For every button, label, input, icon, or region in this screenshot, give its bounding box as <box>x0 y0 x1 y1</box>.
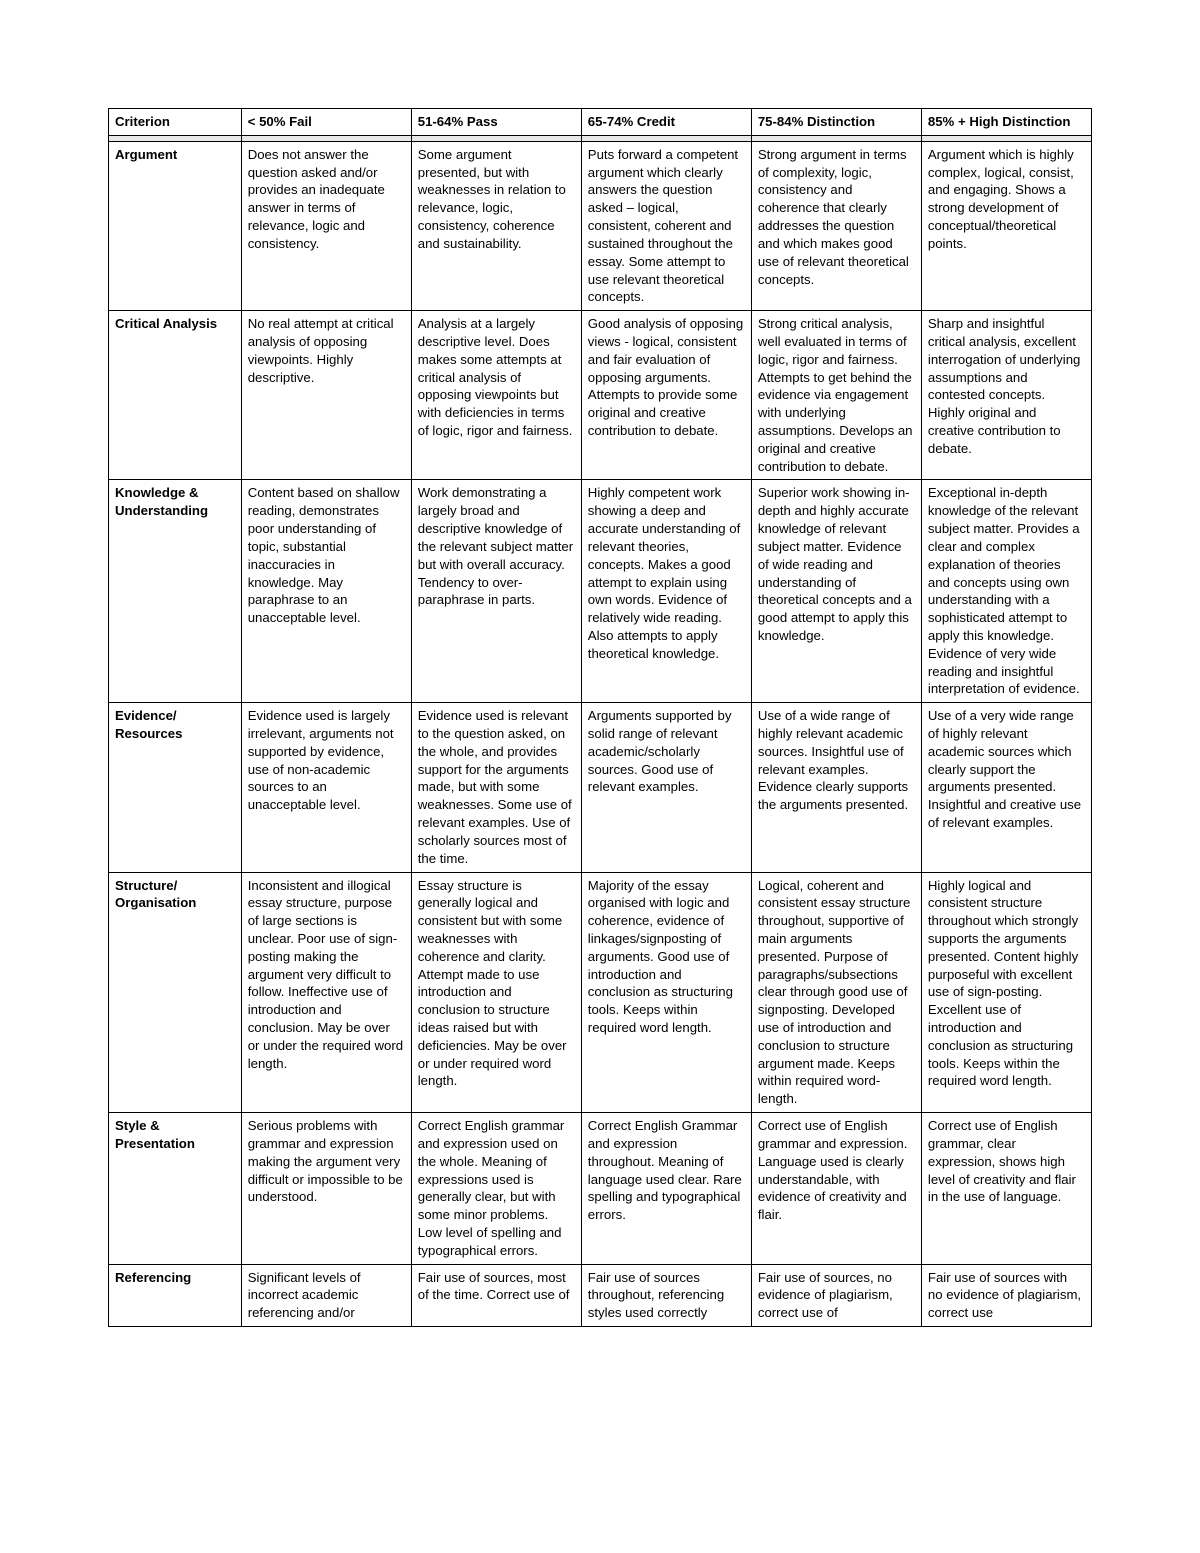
rubric-cell: Puts forward a competent argument which … <box>581 141 751 310</box>
rubric-cell: Evidence used is largely irrelevant, arg… <box>241 703 411 872</box>
rubric-cell: Work demonstrating a largely broad and d… <box>411 480 581 703</box>
rubric-cell: Fair use of sources with no evidence of … <box>921 1264 1091 1326</box>
rubric-cell: Evidence used is relevant to the questio… <box>411 703 581 872</box>
rubric-table: Criterion < 50% Fail 51-64% Pass 65-74% … <box>108 108 1092 1327</box>
criterion-cell: Style & Presentation <box>109 1113 242 1265</box>
header-row: Criterion < 50% Fail 51-64% Pass 65-74% … <box>109 109 1092 136</box>
rubric-cell: Use of a very wide range of highly relev… <box>921 703 1091 872</box>
rubric-cell: Use of a wide range of highly relevant a… <box>751 703 921 872</box>
rubric-cell: Fair use of sources throughout, referenc… <box>581 1264 751 1326</box>
col-header-high-distinction: 85% + High Distinction <box>921 109 1091 136</box>
criterion-cell: Critical Analysis <box>109 311 242 480</box>
criterion-cell: Structure/ Organisation <box>109 872 242 1113</box>
rubric-cell: Serious problems with grammar and expres… <box>241 1113 411 1265</box>
rubric-cell: Essay structure is generally logical and… <box>411 872 581 1113</box>
rubric-cell: Exceptional in-depth knowledge of the re… <box>921 480 1091 703</box>
rubric-cell: Logical, coherent and consistent essay s… <box>751 872 921 1113</box>
rubric-cell: Correct use of English grammar, clear ex… <box>921 1113 1091 1265</box>
table-row: Style & PresentationSerious problems wit… <box>109 1113 1092 1265</box>
page: Criterion < 50% Fail 51-64% Pass 65-74% … <box>0 0 1200 1553</box>
rubric-cell: Analysis at a largely descriptive level.… <box>411 311 581 480</box>
rubric-cell: Correct English grammar and expression u… <box>411 1113 581 1265</box>
rubric-cell: Content based on shallow reading, demons… <box>241 480 411 703</box>
col-header-criterion: Criterion <box>109 109 242 136</box>
rubric-cell: Does not answer the question asked and/o… <box>241 141 411 310</box>
table-row: ArgumentDoes not answer the question ask… <box>109 141 1092 310</box>
table-body: ArgumentDoes not answer the question ask… <box>109 141 1092 1326</box>
rubric-cell: Correct English Grammar and expression t… <box>581 1113 751 1265</box>
col-header-pass: 51-64% Pass <box>411 109 581 136</box>
table-row: Structure/ OrganisationInconsistent and … <box>109 872 1092 1113</box>
rubric-cell: Superior work showing in-depth and highl… <box>751 480 921 703</box>
table-row: ReferencingSignificant levels of incorre… <box>109 1264 1092 1326</box>
rubric-cell: Argument which is highly complex, logica… <box>921 141 1091 310</box>
rubric-cell: Fair use of sources, most of the time. C… <box>411 1264 581 1326</box>
rubric-cell: Sharp and insightful critical analysis, … <box>921 311 1091 480</box>
col-header-distinction: 75-84% Distinction <box>751 109 921 136</box>
criterion-cell: Evidence/ Resources <box>109 703 242 872</box>
rubric-cell: Correct use of English grammar and expre… <box>751 1113 921 1265</box>
rubric-cell: Inconsistent and illogical essay structu… <box>241 872 411 1113</box>
rubric-cell: Highly logical and consistent structure … <box>921 872 1091 1113</box>
rubric-cell: Fair use of sources, no evidence of plag… <box>751 1264 921 1326</box>
table-row: Knowledge & UnderstandingContent based o… <box>109 480 1092 703</box>
criterion-cell: Knowledge & Understanding <box>109 480 242 703</box>
rubric-cell: Good analysis of opposing views - logica… <box>581 311 751 480</box>
col-header-credit: 65-74% Credit <box>581 109 751 136</box>
rubric-cell: Some argument presented, but with weakne… <box>411 141 581 310</box>
criterion-cell: Argument <box>109 141 242 310</box>
rubric-cell: Arguments supported by solid range of re… <box>581 703 751 872</box>
table-row: Critical AnalysisNo real attempt at crit… <box>109 311 1092 480</box>
rubric-cell: Significant levels of incorrect academic… <box>241 1264 411 1326</box>
table-head: Criterion < 50% Fail 51-64% Pass 65-74% … <box>109 109 1092 142</box>
rubric-cell: Majority of the essay organised with log… <box>581 872 751 1113</box>
rubric-cell: No real attempt at critical analysis of … <box>241 311 411 480</box>
rubric-cell: Strong argument in terms of complexity, … <box>751 141 921 310</box>
rubric-cell: Strong critical analysis, well evaluated… <box>751 311 921 480</box>
rubric-cell: Highly competent work showing a deep and… <box>581 480 751 703</box>
table-row: Evidence/ ResourcesEvidence used is larg… <box>109 703 1092 872</box>
criterion-cell: Referencing <box>109 1264 242 1326</box>
col-header-fail: < 50% Fail <box>241 109 411 136</box>
